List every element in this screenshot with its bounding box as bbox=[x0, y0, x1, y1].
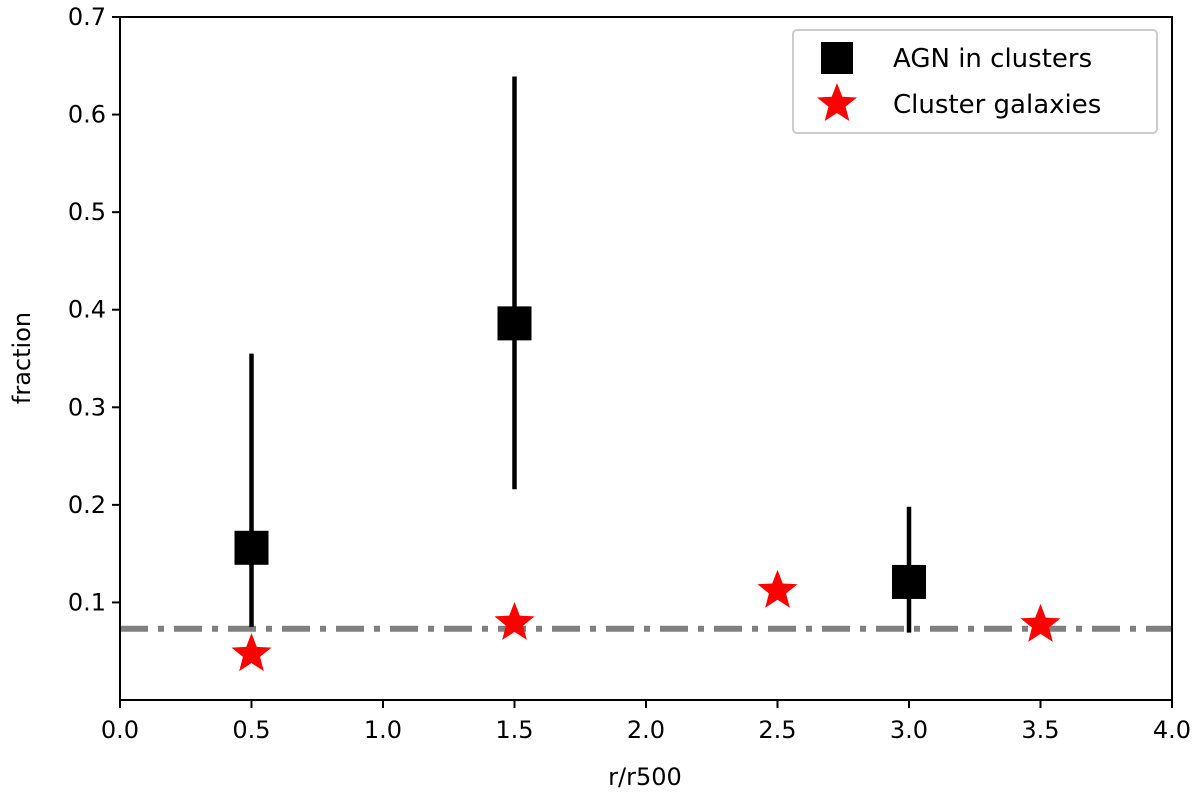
x-tick-label-4: 2.0 bbox=[627, 716, 665, 744]
y-tick-label-6: 0.7 bbox=[68, 3, 106, 31]
y-axis-label: fraction bbox=[8, 312, 36, 404]
x-tick-label-2: 1.0 bbox=[364, 716, 402, 744]
x-tick-label-1: 0.5 bbox=[232, 716, 270, 744]
x-tick-label-5: 2.5 bbox=[758, 716, 796, 744]
y-tick-label-0: 0.1 bbox=[68, 588, 106, 616]
legend-label-agn: AGN in clusters bbox=[893, 44, 1092, 74]
legend: AGN in clusters Cluster galaxies bbox=[792, 29, 1158, 134]
y-tick-label-2: 0.3 bbox=[68, 393, 106, 421]
galaxy-point-3 bbox=[1020, 603, 1061, 642]
x-tick-label-0: 0.0 bbox=[101, 716, 139, 744]
galaxy-point-0 bbox=[231, 633, 272, 672]
legend-star-marker bbox=[817, 83, 857, 121]
y-tick-label-5: 0.6 bbox=[68, 101, 106, 129]
y-tick-label-1: 0.2 bbox=[68, 491, 106, 519]
x-axis-label: r/r500 bbox=[608, 763, 682, 791]
agn-point-0 bbox=[234, 530, 269, 565]
plot-area bbox=[119, 16, 1173, 701]
y-tick-label-4: 0.5 bbox=[68, 198, 106, 226]
galaxy-point-2 bbox=[757, 569, 798, 608]
x-tick-label-7: 3.5 bbox=[1021, 716, 1059, 744]
legend-label-galaxies: Cluster galaxies bbox=[893, 90, 1101, 120]
x-tick-label-8: 4.0 bbox=[1153, 716, 1191, 744]
axis-ticks: 0.0 0.5 1.0 1.5 2.0 2.5 3.0 3.5 4.0 0.1 0.2 0.3 0.4 0… bbox=[68, 3, 1191, 744]
y-tick-label-3: 0.4 bbox=[68, 296, 106, 324]
x-tick-label-3: 1.5 bbox=[495, 716, 533, 744]
agn-point-1 bbox=[497, 306, 532, 341]
legend-square-marker bbox=[821, 42, 853, 74]
galaxy-point-1 bbox=[494, 601, 535, 640]
legend-box bbox=[792, 29, 1158, 134]
agn-point-2 bbox=[892, 564, 926, 599]
x-tick-label-6: 3.0 bbox=[890, 716, 928, 744]
